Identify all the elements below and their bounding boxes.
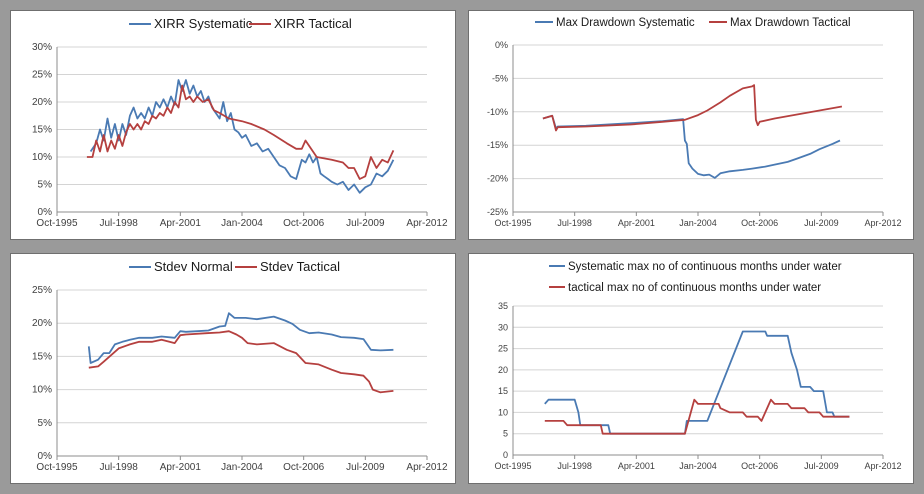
x-tick-label: Apr-2001 [618,218,655,228]
x-tick-label: Apr-2012 [864,461,901,471]
x-tick-label: Oct-1995 [36,462,78,473]
y-tick-label: 0 [503,450,508,460]
max-drawdown-chart: 0% -5% -10% -15% -20% -25%Oct-1995 Jul-1998 Apr… [487,17,902,228]
legend-label: Max Drawdown Tactical [730,17,851,29]
y-tick-label: 20% [32,318,52,329]
x-tick-label: Oct-2006 [283,462,325,473]
x-tick-label: Jul-2009 [804,218,839,228]
y-tick-label: 30 [498,322,508,332]
series-line [87,312,394,364]
legend-label: tactical max no of continuous months und… [568,282,821,294]
chart-panel-max-drawdown: 0% -5% -10% -15% -20% -25% Oct-1995 Jul-1998 Apr… [468,10,914,240]
series-line [88,330,394,394]
legend-label: Max Drawdown Systematic [556,17,695,29]
legend-label: XIRR Systematic [154,16,253,31]
y-tick-label: 0% [38,207,53,218]
y-tick-label: 25% [32,285,52,296]
x-tick-label: Jan-2004 [679,461,717,471]
y-tick-label: -15% [487,140,508,150]
x-tick-label: Oct-2006 [741,218,778,228]
y-tick-label: 25 [498,344,508,354]
legend-label: Systematic max no of continuous months u… [568,261,842,273]
x-tick-label: Apr-2012 [864,218,901,228]
y-tick-label: 0% [495,40,508,50]
stdev-chart: 0% 5% 10% 15% 20% 25% Oct-1995 Jul-1998 Apr-2001… [32,259,448,473]
y-tick-label: 5% [38,418,53,429]
x-tick-label: Jul-2009 [346,462,385,473]
series-line [544,330,850,435]
y-tick-label: 35 [498,301,508,311]
x-tick-label: Jul-1998 [557,218,592,228]
x-tick-label: Apr-2001 [618,461,655,471]
y-tick-label: 15% [32,351,52,362]
y-tick-label: 25% [32,70,52,81]
months-under-water-chart: 0 5 10 15 20 25 30 35 Oct-1995 Jul-1998 Apr-2001 Ja… [494,261,901,471]
series-line [542,84,843,132]
y-tick-label: -10% [487,107,508,117]
x-tick-label: Apr-2012 [406,218,448,229]
series-line [86,84,395,180]
x-tick-label: Jan-2004 [221,462,263,473]
chart-panel-xirr: 0% 5% 10% 15% 20% 25% 30% Oct-1995 Jul-1998 Apr-2… [10,10,456,240]
x-tick-label: Oct-2006 [283,218,325,229]
x-tick-label: Jul-2009 [346,218,385,229]
x-tick-label: Jul-2009 [804,461,839,471]
y-tick-label: -20% [487,174,508,184]
y-tick-label: 20 [498,365,508,375]
y-tick-label: 10% [32,385,52,396]
y-tick-label: 5% [38,180,53,191]
y-tick-label: 5 [503,429,508,439]
x-tick-label: Jul-1998 [99,218,138,229]
legend-label: Stdev Tactical [260,259,340,274]
xirr-chart: 0% 5% 10% 15% 20% 25% 30% Oct-1995 Jul-1998 Apr-2… [32,16,448,229]
x-tick-label: Oct-1995 [494,218,531,228]
series-line [542,114,841,179]
y-tick-label: 10 [498,407,508,417]
x-tick-label: Jul-1998 [99,462,138,473]
series-line [89,79,395,194]
chart-panel-months-under-water: 0 5 10 15 20 25 30 35 Oct-1995 Jul-1998 Apr-2001 Ja… [468,253,914,484]
y-tick-label: 30% [32,42,52,53]
chart-panel-stdev: 0% 5% 10% 15% 20% 25% Oct-1995 Jul-1998 Apr-2001… [10,253,456,484]
y-tick-label: 0% [38,451,53,462]
x-tick-label: Apr-2001 [160,218,202,229]
x-tick-label: Oct-2006 [741,461,778,471]
x-tick-label: Oct-1995 [36,218,78,229]
y-tick-label: 10% [32,152,52,163]
y-tick-label: -25% [487,207,508,217]
series-line [544,398,850,435]
y-tick-label: 15% [32,125,52,136]
x-tick-label: Apr-2001 [160,462,202,473]
y-tick-label: 20% [32,97,52,108]
x-tick-label: Jan-2004 [679,218,717,228]
x-tick-label: Apr-2012 [406,462,448,473]
y-tick-label: -5% [492,73,508,83]
y-tick-label: 15 [498,386,508,396]
legend-label: XIRR Tactical [274,16,352,31]
legend-label: Stdev Normal [154,259,233,274]
x-tick-label: Jul-1998 [557,461,592,471]
x-tick-label: Jan-2004 [221,218,263,229]
x-tick-label: Oct-1995 [494,461,531,471]
